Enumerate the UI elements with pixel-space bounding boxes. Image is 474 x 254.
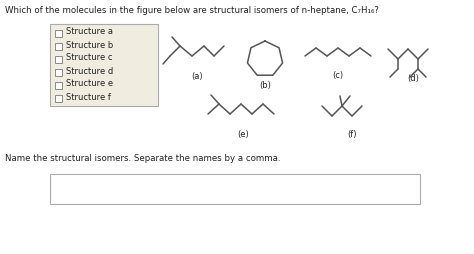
Text: (b): (b) bbox=[259, 81, 271, 90]
Bar bbox=[50, 24, 158, 106]
Text: Structure a: Structure a bbox=[66, 27, 113, 37]
Text: Which of the molecules in the figure below are structural isomers of n-heptane, : Which of the molecules in the figure bel… bbox=[5, 6, 379, 15]
Bar bbox=[55, 56, 62, 62]
Text: Structure b: Structure b bbox=[66, 40, 113, 50]
Text: (c): (c) bbox=[332, 71, 344, 80]
Text: Structure f: Structure f bbox=[66, 92, 111, 102]
Text: (f): (f) bbox=[347, 130, 357, 139]
Text: Name the structural isomers. Separate the names by a comma.: Name the structural isomers. Separate th… bbox=[5, 154, 281, 163]
Text: (a): (a) bbox=[191, 72, 203, 81]
Text: Structure c: Structure c bbox=[66, 54, 112, 62]
Bar bbox=[55, 94, 62, 102]
Bar bbox=[55, 29, 62, 37]
Text: (e): (e) bbox=[237, 130, 249, 139]
Text: (d): (d) bbox=[407, 74, 419, 83]
Bar bbox=[55, 82, 62, 88]
Bar bbox=[50, 174, 420, 204]
Bar bbox=[55, 42, 62, 50]
Text: Structure e: Structure e bbox=[66, 80, 113, 88]
Text: Structure d: Structure d bbox=[66, 67, 113, 75]
Bar bbox=[55, 69, 62, 75]
